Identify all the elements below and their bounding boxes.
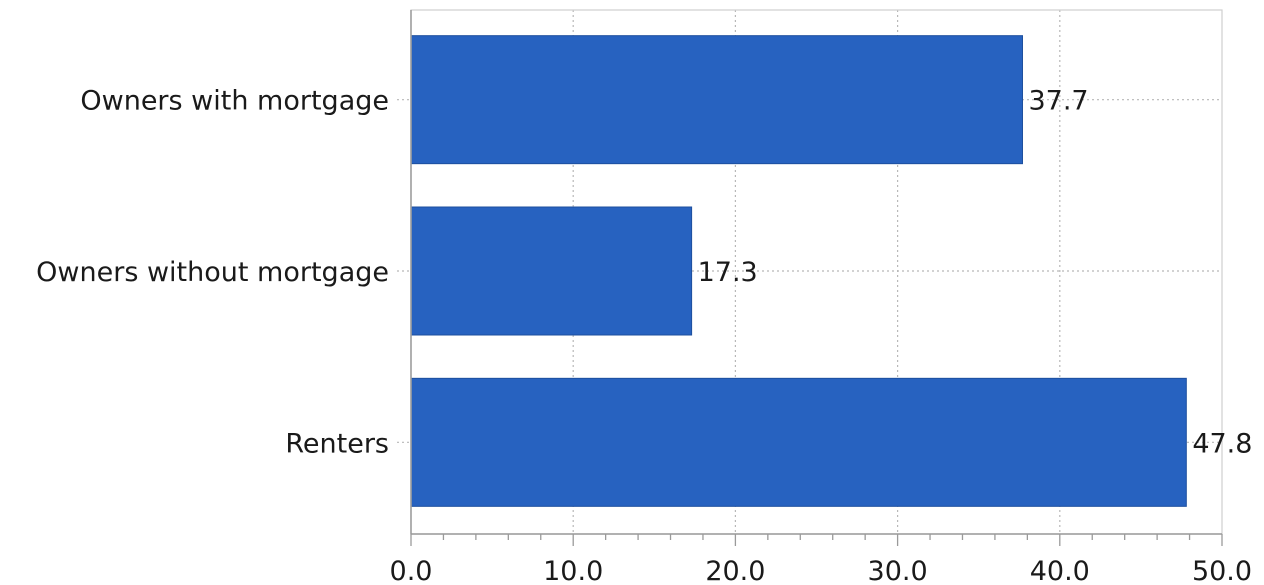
- labels: Owners with mortgage 37.7 Owners without m…: [36, 86, 1252, 585]
- bar-1: [410, 206, 693, 336]
- bar-0: [410, 35, 1023, 165]
- x-tick-label: 20.0: [705, 556, 765, 585]
- value-label: 47.8: [1192, 428, 1252, 459]
- axes: [410, 9, 1223, 546]
- x-tick-label: 10.0: [543, 556, 603, 585]
- category-label: Owners without mortgage: [36, 257, 389, 288]
- value-label: 37.7: [1028, 86, 1088, 117]
- bar-2: [410, 377, 1187, 507]
- value-label: 17.3: [698, 257, 758, 288]
- bars: [410, 35, 1187, 507]
- x-tick-label: 40.0: [1030, 556, 1090, 585]
- category-label: Owners with mortgage: [80, 86, 389, 117]
- x-tick-label: 30.0: [868, 556, 928, 585]
- category-label: Renters: [285, 428, 389, 459]
- x-tick-label: 0.0: [390, 556, 433, 585]
- x-tick-label: 50.0: [1192, 556, 1252, 585]
